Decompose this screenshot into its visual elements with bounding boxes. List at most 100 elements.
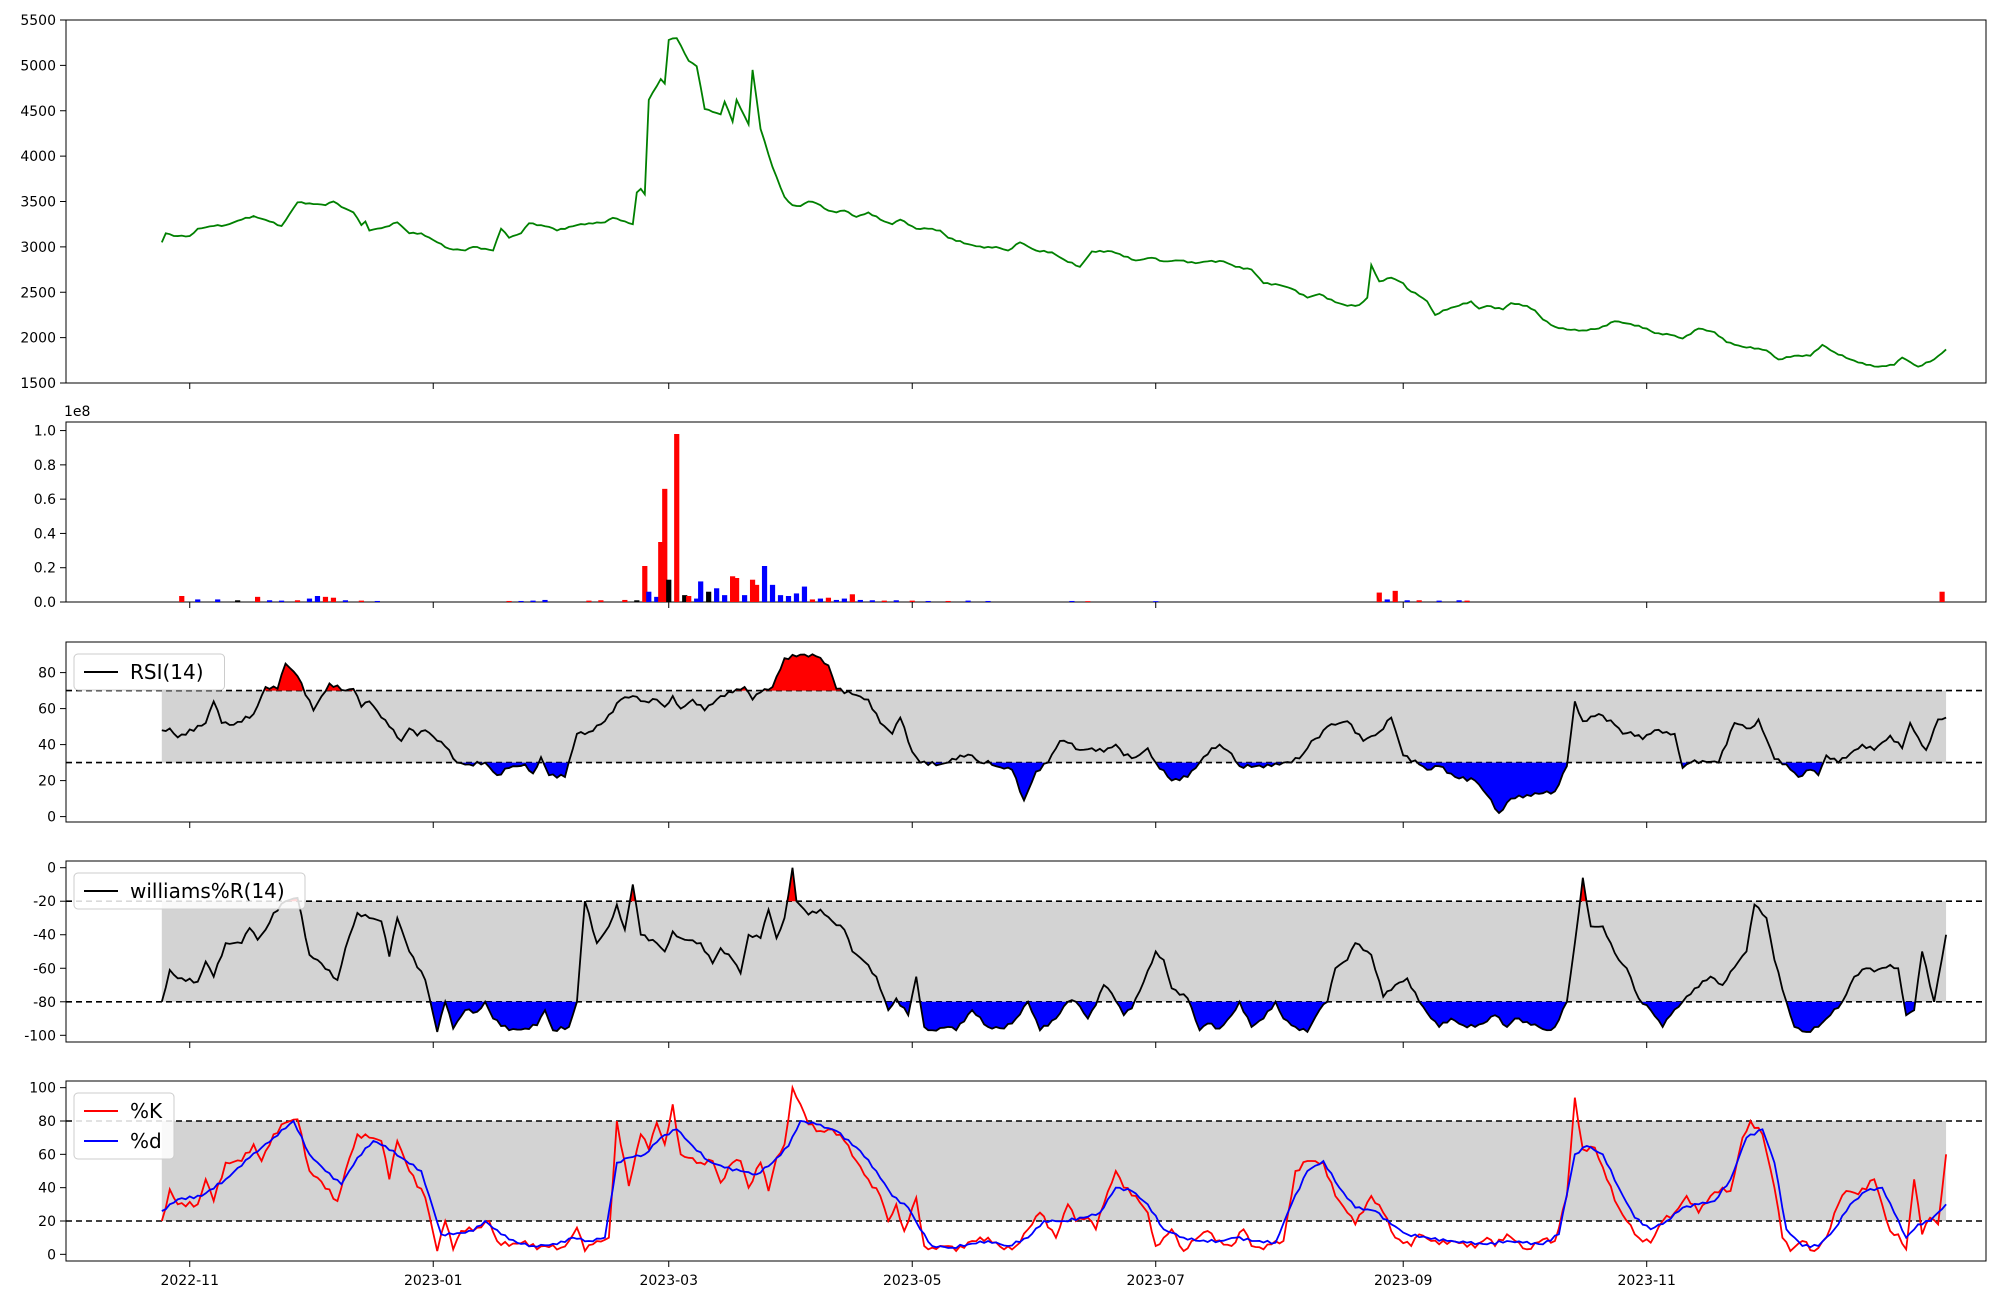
- williams-oversold-fill: [430, 1001, 446, 1032]
- stochastic-ytick-label: 20: [38, 1214, 56, 1230]
- volume-ytick-label: 0.2: [34, 561, 56, 577]
- rsi-ytick-label: 40: [38, 738, 56, 754]
- stochastic-axes: [65, 1080, 1987, 1262]
- price-line: [160, 37, 1947, 368]
- rsi-oversold-fill: [1417, 762, 1568, 813]
- legend-label: RSI(14): [130, 660, 204, 684]
- williams-line: [160, 867, 1947, 1034]
- volume-bar: [598, 600, 604, 602]
- volume-ytick-label: 0.8: [34, 458, 56, 474]
- williams-oversold-fill: [1903, 1001, 1916, 1016]
- volume-bar: [266, 600, 273, 602]
- legend-box: [73, 653, 225, 691]
- volume-bar: [658, 542, 664, 602]
- price-ytick-label: 4000: [20, 149, 56, 165]
- xtick-label: 2022-11: [160, 1273, 219, 1289]
- volume-bar: [1384, 599, 1390, 602]
- legend-box: [73, 872, 306, 910]
- rsi-ytick-label: 60: [38, 702, 56, 718]
- volume-bar: [698, 581, 704, 602]
- williams-ytick-label: -20: [33, 894, 56, 910]
- volume-bar: [330, 597, 337, 602]
- stochastic-ytick-label: 40: [38, 1181, 56, 1197]
- price-ytick-label: 2500: [20, 285, 56, 301]
- williams-oversold-fill: [1239, 1001, 1276, 1027]
- williams-oversold-fill: [1786, 1001, 1843, 1032]
- legend-label: %d: [130, 1129, 162, 1153]
- williams-oversold-fill: [920, 1001, 1028, 1031]
- volume-bar: [809, 599, 816, 602]
- rsi-ytick-label: 0: [47, 810, 56, 826]
- volume-bar: [674, 434, 680, 602]
- rsi-ytick-label: 80: [38, 666, 56, 682]
- xtick-label: 2023-09: [1374, 1273, 1433, 1289]
- volume-bar: [793, 593, 800, 602]
- volume-bar: [841, 598, 847, 602]
- volume-bar: [722, 595, 728, 602]
- xtick-label: 2023-07: [1126, 1273, 1185, 1289]
- rsi-oversold-fill: [1781, 762, 1824, 777]
- volume-bar: [215, 599, 221, 602]
- williams-oversold-fill: [1116, 1001, 1135, 1016]
- williams-band: [161, 901, 1947, 1002]
- volume-bar: [682, 595, 688, 602]
- rsi-axes: [65, 641, 1987, 823]
- price-ytick-label: 5000: [20, 58, 56, 74]
- volume-bar: [255, 596, 261, 602]
- volume-bar: [849, 594, 855, 602]
- rsi-oversold-fill: [1155, 762, 1200, 781]
- volume-bar: [530, 600, 536, 602]
- xtick-label: 2023-03: [639, 1273, 698, 1289]
- volume-bar: [542, 599, 548, 602]
- rsi-oversold-fill: [543, 762, 569, 778]
- volume-bar: [801, 586, 808, 602]
- williams-oversold-fill: [1189, 1001, 1240, 1031]
- volume-bar: [179, 596, 185, 602]
- volume-bar: [881, 600, 887, 602]
- volume-bar: [1436, 600, 1442, 602]
- price-ytick-label: 4500: [20, 104, 56, 120]
- xtick-label: 2023-11: [1617, 1273, 1676, 1289]
- volume-bar: [893, 600, 899, 602]
- volume-bar: [1404, 600, 1410, 602]
- volume-bar: [654, 596, 660, 602]
- volume-bar: [1416, 600, 1422, 602]
- volume-bar: [1939, 591, 1945, 602]
- volume-bar: [662, 488, 668, 602]
- volume-bar: [817, 598, 824, 602]
- price-ytick-label: 2000: [20, 331, 56, 347]
- volume-bar: [869, 600, 875, 602]
- volume-bar: [741, 595, 748, 602]
- volume-bar: [769, 584, 776, 602]
- volume-bar: [306, 598, 313, 602]
- price-ytick-label: 5500: [20, 13, 56, 29]
- volume-bar: [646, 591, 652, 602]
- volume-bar: [235, 600, 241, 602]
- rsi-ytick-label: 20: [38, 774, 56, 790]
- volume-bar: [322, 596, 329, 602]
- price-ytick-label: 3000: [20, 240, 56, 256]
- stochastic-band: [161, 1121, 1947, 1221]
- volume-axes: [65, 421, 1987, 603]
- xtick-label: 2023-05: [883, 1273, 942, 1289]
- williams-oversold-fill: [445, 1001, 486, 1029]
- volume-bar: [825, 597, 832, 602]
- price-ytick-label: 3500: [20, 195, 56, 211]
- volume-bar: [278, 600, 285, 602]
- volume-bar: [1376, 592, 1382, 602]
- volume-bar: [785, 596, 792, 602]
- williams-oversold-fill: [485, 1001, 577, 1031]
- volume-bar: [666, 579, 672, 602]
- volume-bar: [294, 600, 301, 602]
- volume-scale-label: 1e8: [64, 404, 90, 420]
- volume-bar: [586, 600, 592, 602]
- stochastic-ytick-label: 60: [38, 1147, 56, 1163]
- volume-bar: [857, 599, 863, 602]
- volume-bar: [1069, 600, 1075, 602]
- volume-bar: [518, 600, 524, 602]
- volume-bar: [945, 600, 951, 602]
- volume-bar: [342, 600, 349, 602]
- williams-axes: [65, 860, 1987, 1043]
- volume-bar: [761, 566, 768, 602]
